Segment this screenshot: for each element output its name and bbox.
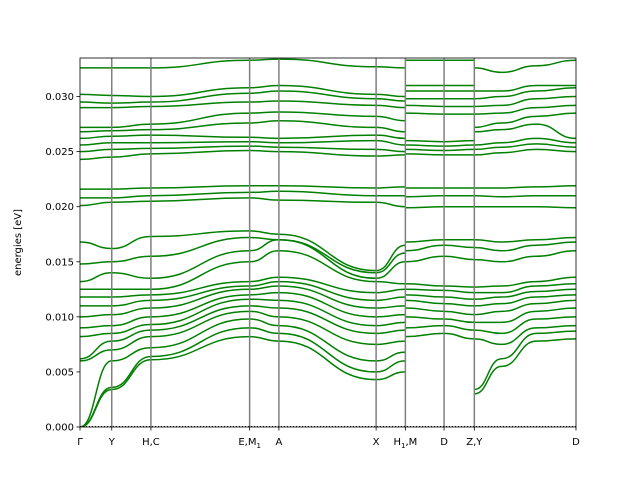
- x-tick-label: H1,M: [393, 437, 417, 450]
- x-tick-label: D: [572, 437, 580, 448]
- band-line: [474, 185, 576, 189]
- plot-area: [79, 57, 577, 428]
- band-line: [474, 338, 576, 395]
- y-tick-label: 0.010: [45, 312, 74, 323]
- x-tick-label: X: [373, 437, 380, 448]
- y-tick-label: 0.020: [45, 202, 74, 213]
- band-line: [474, 104, 576, 115]
- x-tick-label: A: [275, 437, 282, 448]
- band-line: [474, 148, 576, 156]
- x-tick-label: Γ: [77, 437, 83, 448]
- band-line: [474, 59, 576, 74]
- band-line: [474, 112, 576, 129]
- band-line: [474, 288, 576, 300]
- band-line: [474, 194, 576, 198]
- x-tick-label: Z,Y: [466, 437, 483, 448]
- x-tick-label: H,C: [142, 437, 160, 448]
- axes-frame: [79, 57, 577, 428]
- band-line: [474, 241, 576, 252]
- band-line: [474, 205, 576, 209]
- y-tick-label: 0.025: [45, 147, 74, 158]
- band-line: [474, 283, 576, 294]
- y-tick-label: 0.030: [45, 92, 74, 103]
- x-tick-label: E,M1: [238, 437, 261, 450]
- x-axis-ticks: Γ Y H,C E,M1 A X H1,M D Z,Y D: [77, 427, 580, 450]
- y-tick-label: 0.000: [45, 423, 74, 434]
- band-line: [474, 84, 576, 92]
- band-line: [474, 316, 576, 335]
- y-axis-ticks: 0.000 0.005 0.010 0.015 0.020 0.025 0.030: [45, 92, 80, 434]
- band-line: [474, 276, 576, 288]
- band-line: [474, 137, 576, 146]
- band-line: [474, 324, 576, 346]
- x-tick-label: D: [440, 437, 448, 448]
- band-line: [474, 250, 576, 263]
- band-line: [474, 299, 576, 316]
- band-line: [474, 330, 576, 391]
- band-line: [474, 86, 576, 100]
- band-line: [474, 294, 576, 307]
- band-line: [474, 236, 576, 243]
- band-line: [474, 123, 576, 140]
- y-tick-label: 0.005: [45, 367, 74, 378]
- x-tick-label: Y: [108, 437, 116, 448]
- band-line: [474, 307, 576, 324]
- y-axis-label: energies [eV]: [13, 209, 24, 276]
- y-tick-label: 0.015: [45, 257, 74, 268]
- band-line: [474, 95, 576, 108]
- band-line: [474, 143, 576, 151]
